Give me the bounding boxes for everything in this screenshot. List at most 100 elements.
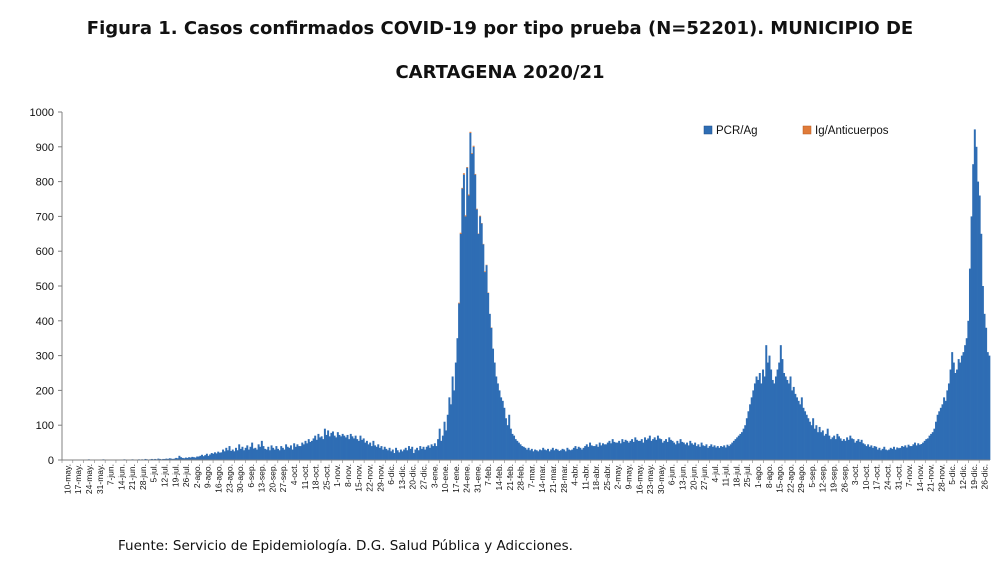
x-tick-label: 2-ago.: [192, 464, 202, 488]
bar-pcr-ag: [711, 446, 714, 460]
x-tick-label: 27-jun.: [699, 464, 709, 490]
bar-pcr-ag: [196, 456, 199, 460]
bar-pcr-ag: [521, 446, 524, 460]
bar-pcr-ag: [504, 418, 507, 460]
bar-ig-anticuerpos: [483, 271, 486, 273]
x-tick-label: 18-jul.: [731, 464, 741, 487]
bar-pcr-ag: [891, 448, 894, 460]
bar-pcr-ag: [952, 362, 955, 460]
bar-pcr-ag: [902, 446, 905, 460]
bar-pcr-ag: [225, 447, 228, 460]
bar-pcr-ag: [268, 450, 271, 460]
bar-pcr-ag: [501, 400, 504, 460]
bar-pcr-ag: [920, 443, 923, 460]
bar-pcr-ag: [522, 446, 525, 460]
legend-label-pcr-ag: PCR/Ag: [716, 125, 758, 137]
bar-pcr-ag: [884, 449, 887, 460]
bar-pcr-ag: [301, 442, 304, 460]
bar-pcr-ag: [930, 433, 933, 460]
bar-pcr-ag: [354, 435, 357, 460]
bar-pcr-ag: [941, 404, 944, 460]
bar-pcr-ag: [306, 443, 309, 460]
bar-pcr-ag: [377, 444, 380, 460]
bar-pcr-ag: [883, 446, 886, 460]
bar-pcr-ag: [660, 439, 663, 460]
bar-pcr-ag: [634, 437, 637, 460]
bar-pcr-ag: [534, 449, 537, 460]
bar-pcr-ag: [388, 447, 391, 460]
x-tick-label: 6-dic.: [386, 464, 396, 485]
y-tick-label: 1000: [30, 107, 54, 119]
bar-pcr-ag: [972, 164, 975, 460]
bar-pcr-ag: [810, 425, 813, 460]
bar-pcr-ag: [585, 444, 588, 460]
bar-pcr-ag: [180, 457, 182, 460]
bar-pcr-ag: [459, 233, 462, 460]
bar-pcr-ag: [753, 383, 756, 460]
bar-pcr-ag: [393, 453, 396, 460]
x-tick-label: 4-oct.: [289, 464, 299, 485]
bar-pcr-ag: [275, 446, 278, 460]
bar-pcr-ag: [286, 446, 289, 460]
bar-pcr-ag: [372, 440, 375, 460]
bar-pcr-ag: [627, 442, 630, 460]
x-tick-label: 30-may.: [656, 464, 666, 494]
bar-pcr-ag: [655, 439, 658, 460]
x-tick-label: 9-ago.: [203, 464, 213, 488]
x-tick-label: 9-may.: [624, 464, 634, 489]
bar-pcr-ag: [385, 448, 388, 460]
bar-pcr-ag: [601, 443, 604, 460]
bar-pcr-ag: [561, 448, 564, 460]
bar-pcr-ag: [863, 444, 866, 460]
bar-pcr-ag: [645, 439, 648, 460]
bar-pcr-ag: [382, 449, 385, 460]
x-tick-label: 21-mar.: [548, 464, 558, 493]
bar-pcr-ag: [348, 439, 351, 460]
bar-pcr-ag: [757, 379, 760, 460]
bar-pcr-ag: [778, 362, 781, 460]
bar-pcr-ag: [323, 428, 326, 460]
bar-pcr-ag: [251, 442, 254, 460]
bar-pcr-ag: [917, 443, 920, 460]
bar-pcr-ag: [401, 451, 404, 460]
bar-pcr-ag: [786, 379, 789, 460]
bar-pcr-ag: [247, 449, 250, 460]
bar-pcr-ag: [464, 216, 467, 460]
bar-pcr-ag: [183, 458, 186, 460]
bar-pcr-ag: [661, 442, 664, 460]
x-tick-label: 7-mar.: [526, 464, 536, 488]
bar-pcr-ag: [844, 440, 847, 460]
bar-pcr-ag: [804, 411, 807, 460]
y-tick-label: 800: [36, 177, 54, 189]
bar-pcr-ag: [338, 434, 341, 460]
x-tick-label: 31-may.: [95, 464, 105, 494]
bar-pcr-ag: [545, 450, 548, 460]
bar-pcr-ag: [965, 338, 968, 460]
bar-pcr-ag: [983, 313, 986, 460]
bar-pcr-ag: [749, 404, 752, 460]
bar-pcr-ag: [697, 444, 700, 460]
bar-pcr-ag: [933, 428, 936, 460]
bar-pcr-ag: [398, 452, 401, 460]
bar-pcr-ag: [739, 433, 742, 460]
bar-pcr-ag: [894, 449, 897, 460]
bar-pcr-ag: [784, 376, 787, 460]
bar-pcr-ag: [789, 376, 792, 460]
bar-chart: 0 100 200 300 400 500 600 700 800 900 1000 10-may.…: [30, 107, 991, 494]
x-tick-label: 11-abr.: [580, 464, 590, 490]
bar-pcr-ag: [233, 451, 236, 460]
bar-pcr-ag: [281, 447, 284, 460]
bar-pcr-ag: [813, 428, 816, 460]
bar-pcr-ag: [799, 404, 802, 460]
x-tick-label: 10-may.: [62, 464, 72, 494]
bar-pcr-ag: [278, 450, 281, 460]
x-tick-label: 8-nov.: [343, 464, 353, 487]
bar-pcr-ag: [446, 414, 449, 460]
x-tick-label: 5-dic.: [947, 464, 957, 485]
x-tick-label: 16-ago.: [213, 464, 223, 493]
bar-pcr-ag: [729, 444, 732, 460]
bar-pcr-ag: [939, 407, 942, 460]
bar-pcr-ag: [165, 458, 168, 460]
bar-pcr-ag: [823, 435, 826, 460]
bar-pcr-ag: [289, 445, 292, 460]
